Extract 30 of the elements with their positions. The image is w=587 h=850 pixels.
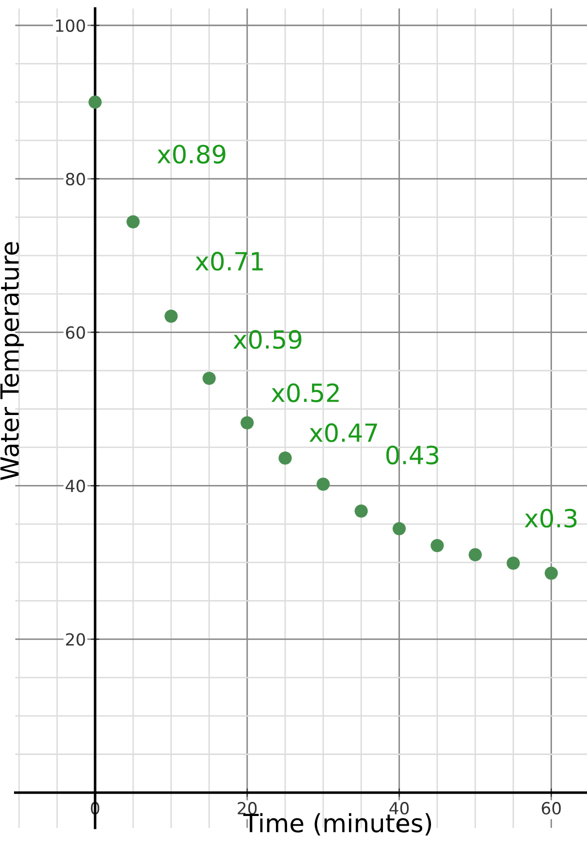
point [354, 504, 368, 518]
point [202, 372, 216, 385]
y-tick-label: 40 [66, 480, 85, 492]
point [88, 96, 102, 109]
y-tick-label: 60 [66, 326, 85, 339]
x-tick-label: 20 [238, 802, 257, 815]
point [544, 566, 558, 580]
point [164, 310, 178, 323]
x-tick-label: 40 [389, 802, 409, 815]
annotation: x0.71 [195, 252, 263, 271]
point [506, 556, 520, 570]
annotation: x0.52 [271, 383, 339, 402]
annotation: x0.59 [233, 330, 302, 349]
point [126, 215, 140, 228]
annotation: x0.47 [309, 423, 378, 442]
point [316, 478, 330, 491]
y-tick-label: 20 [66, 633, 85, 646]
y-tick-label: 100 [56, 19, 85, 32]
point [468, 548, 482, 562]
annotation: x0.3 [524, 508, 577, 528]
x-axis-title: Time (minutes) [243, 813, 432, 836]
annotation: x0.89 [157, 144, 226, 164]
annotation: 0.43 [386, 446, 438, 465]
y-axis-title: Water Temperature [0, 242, 24, 480]
point [240, 416, 254, 430]
y-tick-label: 80 [66, 172, 85, 186]
x-tick-label: 60 [542, 802, 561, 815]
point [278, 452, 292, 465]
point [392, 522, 406, 536]
point [430, 538, 444, 552]
